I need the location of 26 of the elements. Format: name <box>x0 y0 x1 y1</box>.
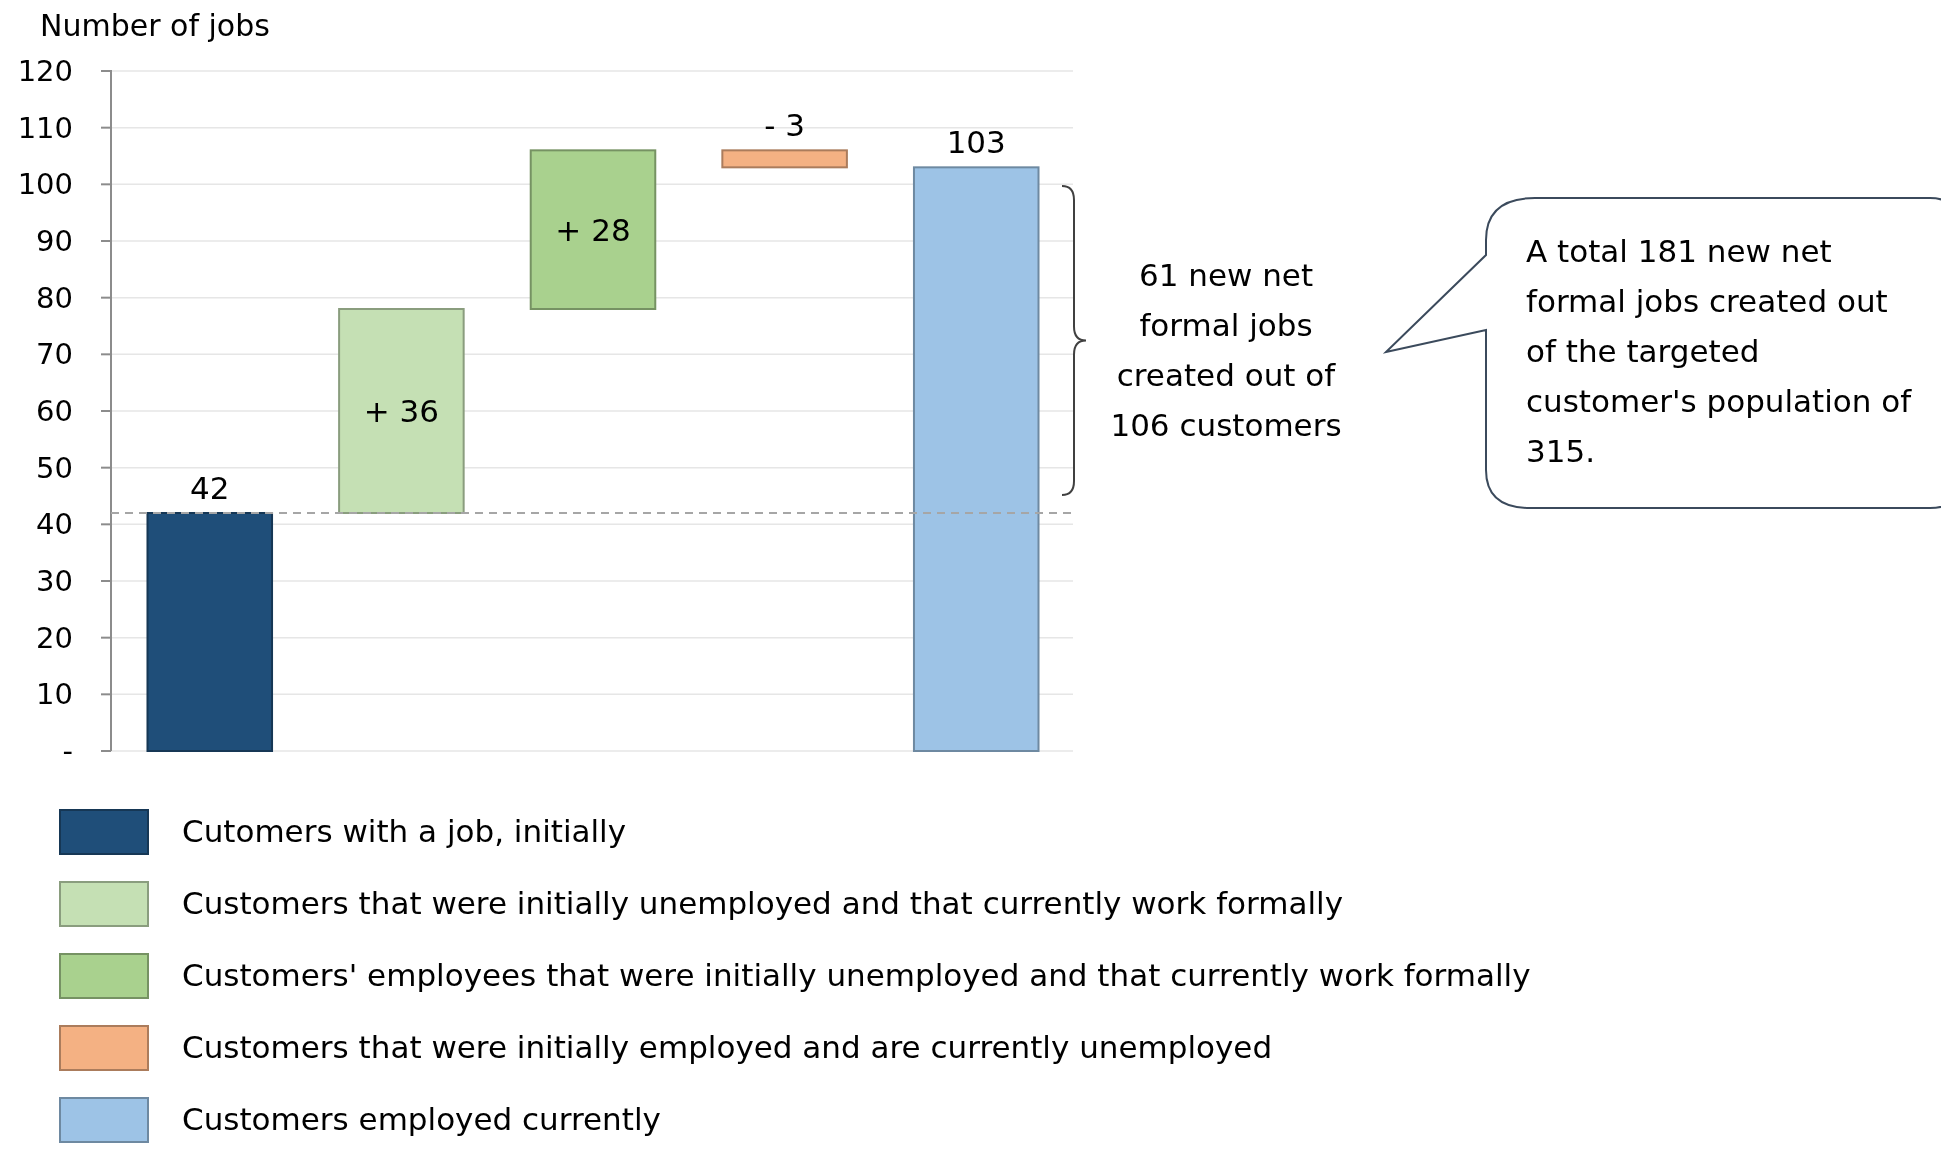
y-tick-label: 50 <box>36 450 73 485</box>
text: 103 <box>946 124 1006 161</box>
legend-label: Customers employed currently <box>182 1101 661 1137</box>
text: A total 181 new net formal jobs created out of the targeted customer's population of 315. <box>1526 233 1913 469</box>
legend-label: Customers' employees that were initially unemployed and that currently work formally <box>182 957 1531 993</box>
text: - 3 <box>764 107 805 144</box>
y-tick-label: 60 <box>36 394 73 428</box>
y-tick-label: - <box>62 734 73 768</box>
y-tick-label: 110 <box>17 110 73 145</box>
y-tick-label: 100 <box>17 167 73 202</box>
text: 61 new net formal jobs created out of 106 customers <box>1110 257 1342 443</box>
legend-label: Cutomers with a job, initially <box>182 813 627 849</box>
y-tick-label: 80 <box>36 280 73 315</box>
text: 42 <box>190 470 230 506</box>
legend-label: Customers that were initially employed and are currently unemployed <box>182 1029 1273 1065</box>
text: + 28 <box>555 211 631 248</box>
y-tick-label: 30 <box>36 564 73 598</box>
text: + 36 <box>363 393 440 429</box>
y-tick-label: 70 <box>36 337 73 372</box>
y-axis-title: Number of jobs <box>40 8 270 43</box>
legend-label: Customers that were initially unemployed and that currently work formally <box>182 885 1343 921</box>
y-tick-label: 120 <box>17 54 73 88</box>
y-tick-label: 90 <box>36 224 73 258</box>
y-tick-label: 40 <box>36 507 73 542</box>
y-tick-label: 20 <box>36 620 73 655</box>
y-tick-label: 10 <box>36 677 73 712</box>
